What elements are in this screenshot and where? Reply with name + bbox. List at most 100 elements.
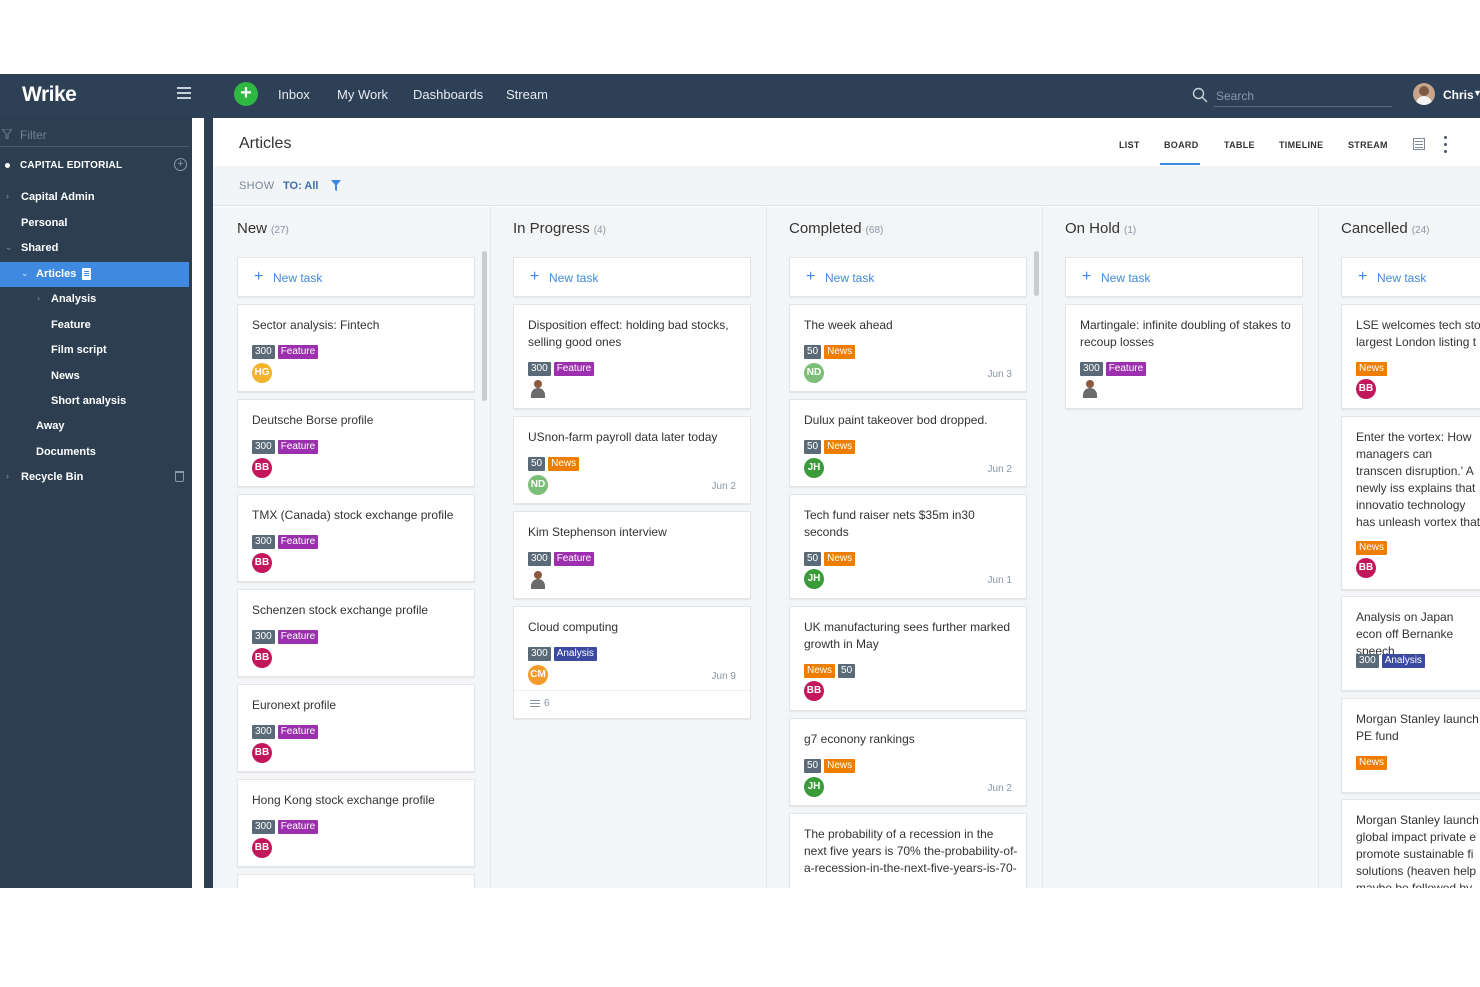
more-options-icon[interactable] [1444,136,1448,154]
assignee-avatar[interactable]: ND [528,475,548,495]
tag-50[interactable]: 50 [804,440,822,454]
sidebar-scrollbar[interactable] [192,118,204,888]
sidebar-item-personal[interactable]: Personal [0,211,189,236]
task-card[interactable]: Analysis on Japan econ off Bernanke spee… [1341,596,1480,691]
nav-dashboards[interactable]: Dashboards [413,87,484,102]
tab-board[interactable]: BOARD [1164,140,1199,150]
tag-feature[interactable]: Feature [277,535,319,549]
sidebar-item-documents[interactable]: Documents [0,440,189,465]
trash-icon[interactable] [175,471,184,482]
hamburger-menu-icon[interactable] [177,87,191,99]
tag-300[interactable]: 300 [252,630,275,644]
assignee-avatar[interactable]: BB [252,648,272,668]
tag-300[interactable]: 300 [528,647,551,661]
task-card[interactable]: Hong Kong stock exchange profile 300 Feat… [237,779,475,867]
sidebar-item-recycle-bin[interactable]: › Recycle Bin [0,465,189,490]
search-icon[interactable] [1192,87,1208,103]
sidebar-filter[interactable]: Filter [0,122,189,147]
tab-stream[interactable]: STREAM [1348,140,1388,150]
task-card[interactable]: Tech fund raiser nets $35m in30 seconds … [789,494,1027,599]
task-card[interactable]: g7 econony rankings 50 News JH Jun 2 [789,718,1027,806]
assignee-avatar[interactable]: BB [252,838,272,858]
tag-news[interactable]: News [824,440,856,454]
task-card[interactable]: The probability of a recession in the ne… [789,813,1027,888]
assignee-photo-avatar[interactable] [528,379,548,399]
task-card[interactable]: Schenzen stock exchange profile 300 Featu… [237,589,475,677]
assignee-avatar[interactable]: BB [1356,558,1376,578]
tag-feature[interactable]: Feature [277,725,319,739]
tag-300[interactable]: 300 [528,362,551,376]
tag-300[interactable]: 300 [252,820,275,834]
tag-50[interactable]: 50 [804,759,822,773]
tag-news[interactable]: News [824,759,856,773]
tag-50[interactable]: 50 [804,552,822,566]
assignee-avatar[interactable]: CM [528,665,548,685]
sidebar-item-news[interactable]: News [0,364,189,389]
new-task-button[interactable]: + New task [1065,257,1303,297]
sidebar-item-shared[interactable]: ⌄ Shared [0,236,189,261]
task-card[interactable]: TMX (Canada) stock exchange profile 300 F… [237,494,475,582]
tag-300[interactable]: 300 [1356,654,1379,668]
table-settings-icon[interactable] [1413,138,1425,150]
create-new-button[interactable]: + [234,82,258,106]
chevron-down-icon[interactable]: ⌄ [5,242,13,252]
task-card[interactable]: Euronext profile 300 Feature BB [237,684,475,772]
tag-feature[interactable]: Feature [277,440,319,454]
assignee-photo-avatar[interactable] [528,570,548,590]
tag-300[interactable]: 300 [252,440,275,454]
assignee-avatar[interactable]: JH [804,569,824,589]
assignee-avatar[interactable]: ND [804,363,824,383]
task-card[interactable]: Enter the vortex: How managers can trans… [1341,416,1480,590]
task-card[interactable] [237,874,475,888]
user-avatar[interactable] [1413,83,1435,105]
tag-feature[interactable]: Feature [1105,362,1147,376]
tag-news[interactable]: News [1356,541,1388,555]
space-capital-editorial[interactable]: CAPITAL EDITORIAL + [0,156,192,176]
tag-news[interactable]: News [804,664,836,678]
tag-feature[interactable]: Feature [553,552,595,566]
sidebar-item-short-analysis[interactable]: Short analysis [0,389,189,414]
add-folder-icon[interactable]: + [174,158,187,171]
chevron-right-icon[interactable]: › [6,471,9,481]
new-task-button[interactable]: + New task [789,257,1027,297]
tag-300[interactable]: 300 [252,345,275,359]
task-card[interactable]: Dulux paint takeover bod dropped. 50 News… [789,399,1027,487]
assignee-avatar[interactable]: HG [252,363,272,383]
tab-list[interactable]: LIST [1119,140,1140,150]
task-card[interactable]: Sector analysis: Fintech 300 Feature HG [237,304,475,392]
user-menu-chevron-icon[interactable]: ▼ [1473,88,1480,98]
task-card[interactable]: The week ahead 50 News ND Jun 3 [789,304,1027,392]
task-card[interactable]: USnon-farm payroll data later today 50 Ne… [513,416,751,504]
new-task-button[interactable]: + New task [1341,257,1480,297]
tab-timeline[interactable]: TIMELINE [1279,140,1324,150]
assignee-photo-avatar[interactable] [1080,379,1100,399]
sidebar-item-film-script[interactable]: Film script [0,338,189,363]
assignee-avatar[interactable]: BB [804,681,824,701]
chevron-right-icon[interactable]: › [37,293,40,303]
sidebar-item-away[interactable]: Away [0,414,189,439]
wrike-logo[interactable]: Wrike [22,83,77,106]
task-card[interactable]: Kim Stephenson interview 300 Feature [513,511,751,599]
tag-50[interactable]: 50 [528,457,546,471]
tag-analysis[interactable]: Analysis [553,647,597,661]
sidebar-item-feature[interactable]: Feature [0,313,189,338]
assignee-avatar[interactable]: BB [252,743,272,763]
task-card[interactable]: UK manufacturing sees further marked gro… [789,606,1027,711]
tag-300[interactable]: 300 [252,725,275,739]
sidebar-item-articles[interactable]: ⌄ Articles [0,262,189,287]
tag-300[interactable]: 300 [528,552,551,566]
column-scrollbar[interactable] [1034,251,1039,296]
new-task-button[interactable]: + New task [513,257,751,297]
tag-300[interactable]: 300 [1080,362,1103,376]
tag-analysis[interactable]: Analysis [1381,654,1425,668]
task-card[interactable]: Deutsche Borse profile 300 Feature BB [237,399,475,487]
column-scrollbar[interactable] [482,251,487,401]
assignee-avatar[interactable]: BB [252,553,272,573]
task-card[interactable]: Cloud computing 300 Analysis CM Jun 9 6 [513,606,751,719]
assignee-avatar[interactable]: JH [804,458,824,478]
task-card[interactable]: Disposition effect: holding bad stocks, … [513,304,751,409]
tag-50[interactable]: 50 [804,345,822,359]
assignee-avatar[interactable]: JH [804,777,824,797]
tag-300[interactable]: 300 [252,535,275,549]
subtasks-row[interactable]: 6 [514,690,750,718]
